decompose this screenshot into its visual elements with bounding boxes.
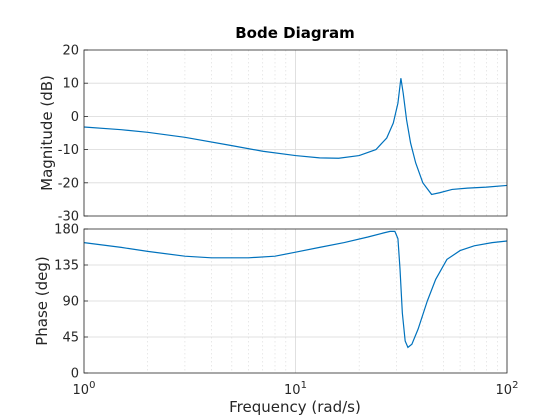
magnitude-ytick-label: -20 [58,176,79,191]
phase-ytick-label: 180 [54,223,79,238]
chart-title: Bode Diagram [235,24,354,42]
magnitude-ytick-label: 0 [71,110,79,125]
x-tick-label: 100 [73,380,96,398]
phase-ytick-label: 45 [62,331,79,346]
phase-panel: 180 135 90 45 0 Phase (deg) [33,223,508,382]
magnitude-ytick-label: -30 [58,210,79,225]
x-tick-labels: 100 101 102 [73,380,519,398]
magnitude-ylabel: Magnitude (dB) [38,75,56,191]
magnitude-ytick-label: -10 [58,143,79,158]
magnitude-axes-frame [83,49,508,217]
phase-ylabel: Phase (deg) [33,256,51,346]
x-axis-label: Frequency (rad/s) [229,398,361,416]
x-tick-label: 101 [284,380,307,398]
phase-ytick-label: 0 [71,367,79,382]
phase-axes-frame [83,228,508,374]
phase-grid [83,229,508,373]
phase-ytick-label: 135 [54,259,79,274]
magnitude-series-line [83,78,508,196]
x-tick-label: 102 [496,380,519,398]
phase-ytick-label: 90 [62,295,79,310]
phase-y-ticks: 180 135 90 45 0 [54,223,88,382]
magnitude-panel: 20 10 0 -10 -20 -30 Magnitude (dB) [38,44,508,225]
phase-series-line [83,230,508,349]
magnitude-y-ticks: 20 10 0 -10 -20 -30 [58,44,88,225]
magnitude-ytick-label: 10 [62,77,79,92]
magnitude-ytick-label: 20 [62,44,79,59]
